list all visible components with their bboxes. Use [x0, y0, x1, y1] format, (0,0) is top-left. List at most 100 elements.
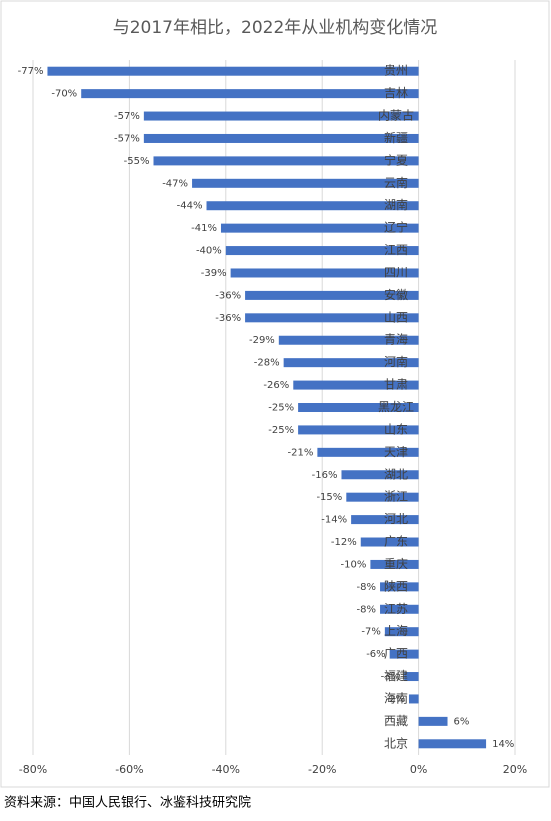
category-label: 广西: [384, 647, 408, 661]
value-label: -36%: [215, 290, 241, 301]
category-label: 广东: [384, 535, 408, 549]
bar: [206, 201, 419, 211]
bar: [404, 672, 419, 682]
bar: [192, 178, 419, 188]
value-label: -28%: [254, 358, 280, 369]
value-label: -3%: [381, 672, 400, 683]
category-label: 北京: [384, 736, 408, 750]
category-label: 安徽: [384, 287, 408, 302]
bar: [384, 627, 419, 637]
value-label: -2%: [385, 694, 404, 705]
value-label: -77%: [18, 66, 44, 77]
bar: [220, 223, 419, 233]
bar: [278, 335, 419, 345]
category-label: 黑龙江: [378, 400, 414, 414]
value-label: -25%: [268, 425, 294, 436]
value-label: 6%: [454, 716, 470, 727]
bar: [370, 559, 419, 569]
category-label: 吉林: [384, 86, 408, 100]
category-label: 山东: [384, 422, 408, 436]
bar: [317, 447, 419, 457]
value-label: -44%: [177, 201, 203, 212]
bar: [298, 425, 419, 435]
bar: [230, 268, 419, 278]
value-label: -47%: [162, 178, 188, 189]
value-label: -25%: [268, 403, 294, 414]
bar: [245, 290, 419, 300]
bar: [143, 111, 419, 121]
bar: [346, 492, 419, 502]
x-tick-label: -20%: [308, 763, 336, 776]
category-label: 宁夏: [384, 152, 408, 167]
bar: [245, 313, 419, 323]
value-label: -40%: [196, 246, 222, 257]
value-label: -14%: [321, 515, 347, 526]
category-label: 甘肃: [384, 378, 408, 392]
category-label: 四川: [384, 265, 408, 279]
x-tick-label: -40%: [212, 763, 240, 776]
category-label: 贵州: [384, 64, 408, 78]
category-label: 西藏: [384, 714, 408, 728]
bar: [225, 246, 419, 256]
category-label: 青海: [384, 332, 408, 347]
bar: [418, 716, 448, 726]
category-label: 新疆: [384, 130, 408, 145]
category-label: 重庆: [384, 557, 408, 571]
category-label: 山西: [384, 310, 408, 324]
bar: [293, 380, 419, 390]
bar: [418, 739, 487, 749]
value-label: -39%: [201, 268, 227, 279]
x-tick-label: -80%: [19, 763, 47, 776]
bar: [298, 403, 419, 412]
bar: [143, 133, 419, 143]
value-label: 14%: [492, 739, 514, 750]
bar: [389, 649, 419, 659]
category-label: 江西: [384, 243, 408, 257]
category-label: 河北: [384, 512, 408, 526]
category-label: 浙江: [384, 490, 408, 504]
value-label: -41%: [191, 223, 217, 234]
bar: [408, 694, 419, 704]
category-label: 内蒙古: [378, 108, 414, 123]
category-label: 湖南: [384, 197, 408, 212]
category-label: 海南: [384, 690, 408, 705]
value-label: -26%: [263, 380, 289, 391]
category-label: 福建: [384, 668, 408, 683]
source-note: 资料来源：中国人民银行、冰鉴科技研究院: [4, 796, 251, 811]
category-label: 湖北: [384, 466, 408, 481]
value-label: -70%: [51, 89, 77, 100]
value-label: -7%: [361, 627, 380, 638]
bar: [351, 515, 419, 525]
bar: [47, 66, 419, 76]
value-label: -15%: [316, 492, 342, 503]
category-label: 河南: [384, 354, 408, 369]
bar: [283, 358, 419, 368]
x-tick-label: -60%: [115, 763, 143, 776]
value-label: -12%: [331, 537, 357, 548]
category-label: 上海: [384, 623, 408, 638]
category-label: 辽宁: [384, 220, 408, 235]
chart-title: 与2017年相比，2022年从业机构变化情况: [113, 18, 438, 38]
value-label: -57%: [114, 133, 140, 144]
value-label: -29%: [249, 335, 275, 346]
value-label: -55%: [124, 156, 150, 167]
bar: [360, 537, 419, 547]
bar: [153, 156, 419, 166]
bar: [380, 604, 419, 614]
value-label: -6%: [366, 649, 385, 660]
category-label: 江苏: [384, 602, 408, 616]
value-label: -36%: [215, 313, 241, 324]
bar: [341, 470, 419, 480]
value-label: -10%: [341, 559, 367, 570]
category-label: 天津: [384, 445, 408, 459]
bar: [380, 582, 419, 592]
chart-border: [0, 0, 550, 788]
value-label: -16%: [312, 470, 338, 481]
x-tick-label: 0%: [410, 763, 427, 776]
category-label: 云南: [384, 175, 408, 190]
bar: [81, 89, 419, 99]
value-label: -21%: [288, 447, 314, 458]
value-label: -8%: [357, 604, 376, 615]
x-tick-label: 20%: [503, 763, 527, 776]
